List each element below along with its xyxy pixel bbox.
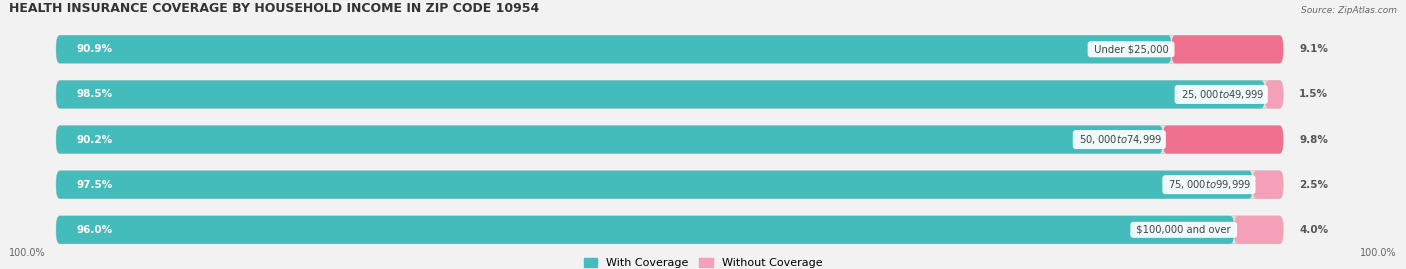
Text: 4.0%: 4.0%	[1299, 225, 1329, 235]
Text: 100.0%: 100.0%	[1360, 248, 1396, 258]
FancyBboxPatch shape	[1265, 80, 1284, 108]
Text: $75,000 to $99,999: $75,000 to $99,999	[1166, 178, 1253, 191]
Text: 100.0%: 100.0%	[10, 248, 46, 258]
Text: $25,000 to $49,999: $25,000 to $49,999	[1178, 88, 1265, 101]
Text: 97.5%: 97.5%	[76, 180, 112, 190]
FancyBboxPatch shape	[56, 216, 1284, 244]
Text: 90.9%: 90.9%	[76, 44, 112, 54]
FancyBboxPatch shape	[56, 216, 1234, 244]
FancyBboxPatch shape	[56, 35, 1171, 63]
FancyBboxPatch shape	[56, 35, 1284, 63]
FancyBboxPatch shape	[56, 171, 1284, 199]
Text: 98.5%: 98.5%	[76, 89, 112, 100]
Text: 90.2%: 90.2%	[76, 134, 112, 144]
Text: 96.0%: 96.0%	[76, 225, 112, 235]
FancyBboxPatch shape	[56, 126, 1163, 154]
FancyBboxPatch shape	[1163, 126, 1284, 154]
Text: $50,000 to $74,999: $50,000 to $74,999	[1076, 133, 1163, 146]
FancyBboxPatch shape	[1234, 216, 1284, 244]
Legend: With Coverage, Without Coverage: With Coverage, Without Coverage	[583, 258, 823, 268]
FancyBboxPatch shape	[56, 171, 1253, 199]
Text: 9.8%: 9.8%	[1299, 134, 1329, 144]
Text: 9.1%: 9.1%	[1299, 44, 1329, 54]
Text: HEALTH INSURANCE COVERAGE BY HOUSEHOLD INCOME IN ZIP CODE 10954: HEALTH INSURANCE COVERAGE BY HOUSEHOLD I…	[10, 2, 540, 15]
Text: 1.5%: 1.5%	[1299, 89, 1329, 100]
Text: 2.5%: 2.5%	[1299, 180, 1329, 190]
Text: Under $25,000: Under $25,000	[1091, 44, 1171, 54]
Text: Source: ZipAtlas.com: Source: ZipAtlas.com	[1301, 6, 1396, 15]
Text: $100,000 and over: $100,000 and over	[1133, 225, 1234, 235]
FancyBboxPatch shape	[56, 126, 1284, 154]
FancyBboxPatch shape	[1171, 35, 1284, 63]
FancyBboxPatch shape	[56, 80, 1284, 108]
FancyBboxPatch shape	[56, 80, 1265, 108]
FancyBboxPatch shape	[1253, 171, 1284, 199]
